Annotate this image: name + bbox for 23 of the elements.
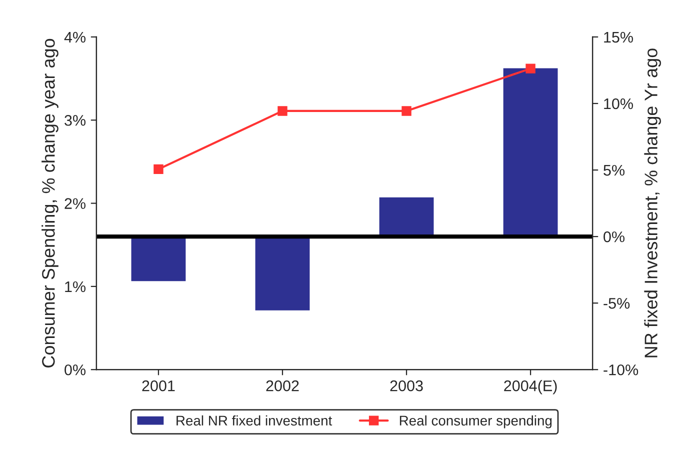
point [154, 164, 164, 174]
x-tick-label: 2003 [390, 380, 423, 392]
y-tick-label: 0% [64, 364, 86, 376]
x-tick-label: 2002 [266, 380, 299, 392]
y2-tick-label: 10% [604, 98, 633, 110]
y-tick-label: 4% [64, 32, 86, 43]
x-tick-label: 2001 [142, 380, 175, 392]
y2-tick-label: -10% [604, 364, 638, 376]
y-tick-label: 1% [65, 281, 86, 292]
y-axis-title: Consumer Spending, % change year ago [42, 38, 58, 368]
point [526, 64, 536, 74]
x-tick-label: 2004(E) [504, 380, 557, 394]
y2-tick-label: 15% [604, 32, 633, 43]
point [402, 106, 412, 116]
y2-tick-label: 0% [604, 231, 624, 242]
legend-label: Real NR fixed investment [176, 415, 332, 426]
y2-axis-title: NR fixed Investment, % change Yr ago [644, 48, 662, 358]
y2-tick-label: 5% [604, 164, 624, 176]
y-tick-label: 2% [64, 198, 86, 209]
legend-label: Real consumer spending [400, 415, 552, 428]
point [278, 106, 288, 116]
y2-tick-label: -5% [604, 298, 630, 309]
y-tick-label: 3% [64, 114, 86, 126]
